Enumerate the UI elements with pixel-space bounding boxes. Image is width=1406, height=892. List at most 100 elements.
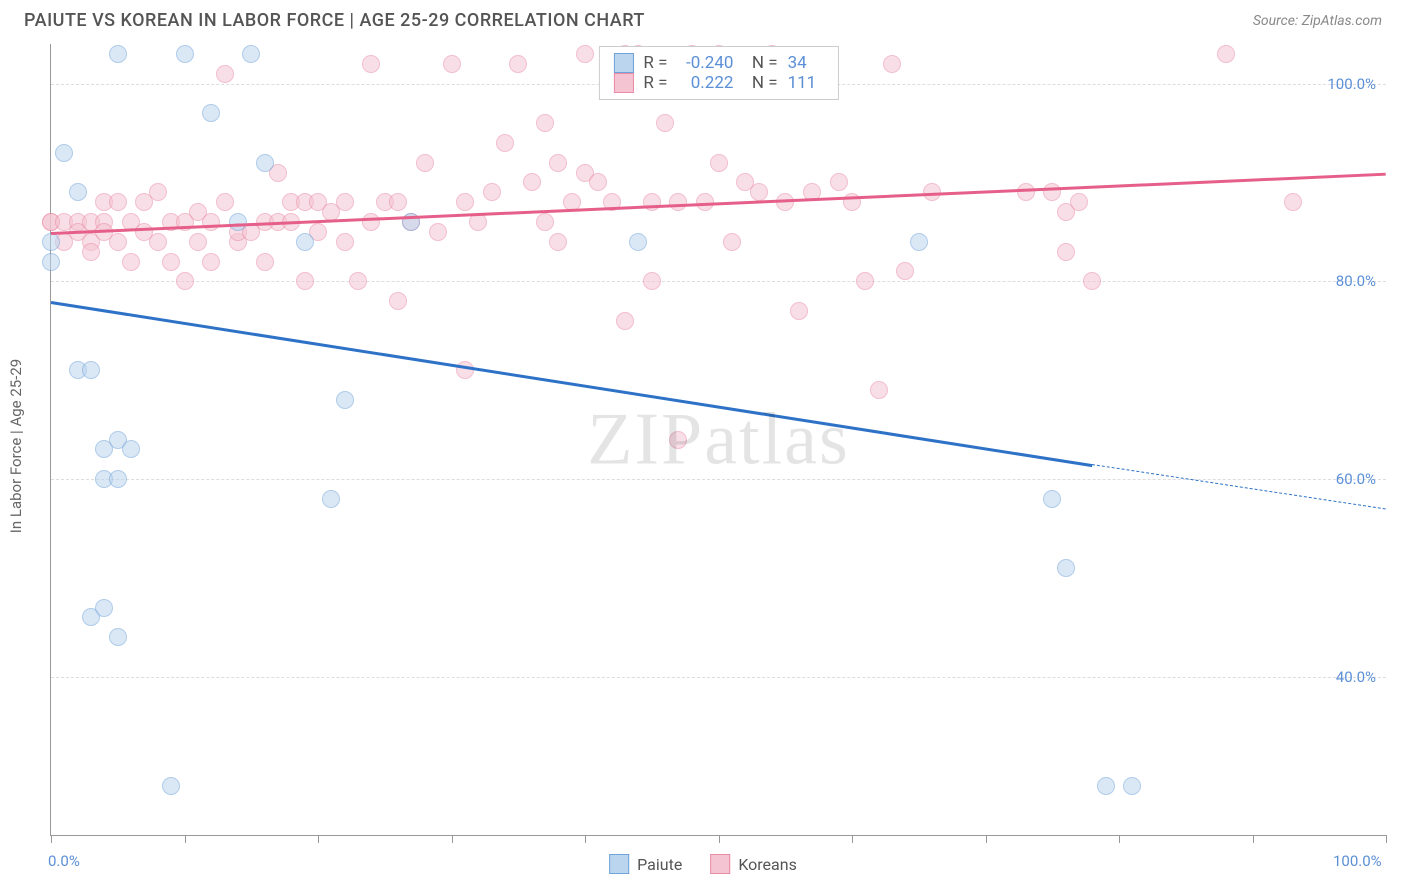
data-point-paiute [1043, 490, 1061, 508]
data-point-koreans [750, 183, 768, 201]
x-tick [51, 835, 52, 843]
data-point-koreans [883, 55, 901, 73]
legend-n-value-koreans: 111 [788, 73, 824, 93]
data-point-paiute [162, 777, 180, 795]
data-point-koreans [830, 173, 848, 191]
data-point-koreans [896, 262, 914, 280]
data-point-koreans [523, 173, 541, 191]
data-point-paiute [109, 470, 127, 488]
data-point-paiute [95, 599, 113, 617]
data-point-koreans [216, 193, 234, 211]
legend-item-koreans: Koreans [710, 854, 797, 874]
chart-title: PAIUTE VS KOREAN IN LABOR FORCE | AGE 25… [24, 10, 645, 31]
legend-swatch-koreans [710, 854, 730, 874]
trend-line [51, 301, 1093, 467]
y-tick-label: 40.0% [1336, 668, 1376, 686]
data-point-koreans [656, 114, 674, 132]
data-point-koreans [643, 272, 661, 290]
data-point-koreans [176, 272, 194, 290]
x-tick [185, 835, 186, 843]
grid-line [51, 281, 1386, 282]
data-point-koreans [162, 253, 180, 271]
data-point-koreans [1043, 183, 1061, 201]
legend-r-value-koreans: 0.222 [677, 73, 733, 93]
data-point-koreans [669, 431, 687, 449]
data-point-koreans [1284, 193, 1302, 211]
data-point-koreans [189, 233, 207, 251]
legend-label-koreans: Koreans [738, 855, 797, 874]
data-point-koreans [256, 253, 274, 271]
data-point-koreans [456, 193, 474, 211]
x-tick [585, 835, 586, 843]
data-point-koreans [509, 55, 527, 73]
data-point-koreans [1017, 183, 1035, 201]
trend-line [51, 173, 1386, 235]
legend-item-paiute: Paiute [609, 854, 682, 874]
legend-label-paiute: Paiute [637, 855, 682, 874]
x-tick-label-max: 100.0% [1333, 852, 1382, 870]
data-point-paiute [229, 213, 247, 231]
data-point-koreans [336, 193, 354, 211]
data-point-koreans [776, 193, 794, 211]
data-point-paiute [42, 253, 60, 271]
data-point-koreans [443, 55, 461, 73]
data-point-koreans [389, 193, 407, 211]
data-point-koreans [416, 154, 434, 172]
data-point-koreans [202, 213, 220, 231]
data-point-paiute [42, 233, 60, 251]
y-axis-title: In Labor Force | Age 25-29 [7, 359, 25, 533]
data-point-koreans [589, 173, 607, 191]
chart-plot-area: 40.0%60.0%80.0%100.0% ZIPatlas R = -0.24… [50, 44, 1386, 836]
data-point-koreans [669, 193, 687, 211]
data-point-koreans [1070, 193, 1088, 211]
data-point-koreans [216, 65, 234, 83]
data-point-koreans [790, 302, 808, 320]
data-point-koreans [549, 154, 567, 172]
data-point-paiute [202, 104, 220, 122]
y-tick-label: 100.0% [1327, 75, 1376, 93]
chart-header: PAIUTE VS KOREAN IN LABOR FORCE | AGE 25… [0, 0, 1406, 39]
x-tick [1386, 835, 1387, 843]
x-tick [986, 835, 987, 843]
data-point-koreans [870, 381, 888, 399]
legend-r-label: R = [643, 73, 667, 93]
x-tick [1119, 835, 1120, 843]
data-point-paiute [1123, 777, 1141, 795]
data-point-koreans [149, 233, 167, 251]
data-point-paiute [256, 154, 274, 172]
data-point-paiute [322, 490, 340, 508]
data-point-koreans [496, 134, 514, 152]
data-point-paiute [336, 391, 354, 409]
legend-r-value-paiute: -0.240 [677, 53, 733, 73]
data-point-koreans [336, 233, 354, 251]
data-point-koreans [362, 55, 380, 73]
data-point-paiute [69, 183, 87, 201]
data-point-paiute [629, 233, 647, 251]
data-point-paiute [242, 45, 260, 63]
data-point-koreans [149, 183, 167, 201]
data-point-koreans [723, 233, 741, 251]
data-point-koreans [616, 312, 634, 330]
data-point-paiute [82, 361, 100, 379]
legend-row-koreans: R = 0.222 N = 111 [613, 73, 823, 93]
data-point-koreans [1083, 272, 1101, 290]
grid-line [51, 677, 1386, 678]
data-point-koreans [362, 213, 380, 231]
legend-n-label: N = [743, 53, 777, 73]
x-tick [1253, 835, 1254, 843]
data-point-koreans [109, 193, 127, 211]
legend-n-label: N = [743, 73, 777, 93]
legend-r-label: R = [643, 53, 667, 73]
data-point-paiute [109, 45, 127, 63]
legend-swatch-paiute [609, 854, 629, 874]
correlation-legend: R = -0.240 N = 34 R = 0.222 N = 111 [598, 46, 838, 100]
data-point-koreans [109, 233, 127, 251]
y-tick-label: 60.0% [1336, 470, 1376, 488]
legend-swatch-paiute [613, 53, 633, 73]
data-point-koreans [202, 253, 220, 271]
data-point-paiute [122, 440, 140, 458]
data-point-paiute [176, 45, 194, 63]
data-point-koreans [536, 213, 554, 231]
x-tick-label-min: 0.0% [48, 852, 80, 870]
data-point-paiute [55, 144, 73, 162]
